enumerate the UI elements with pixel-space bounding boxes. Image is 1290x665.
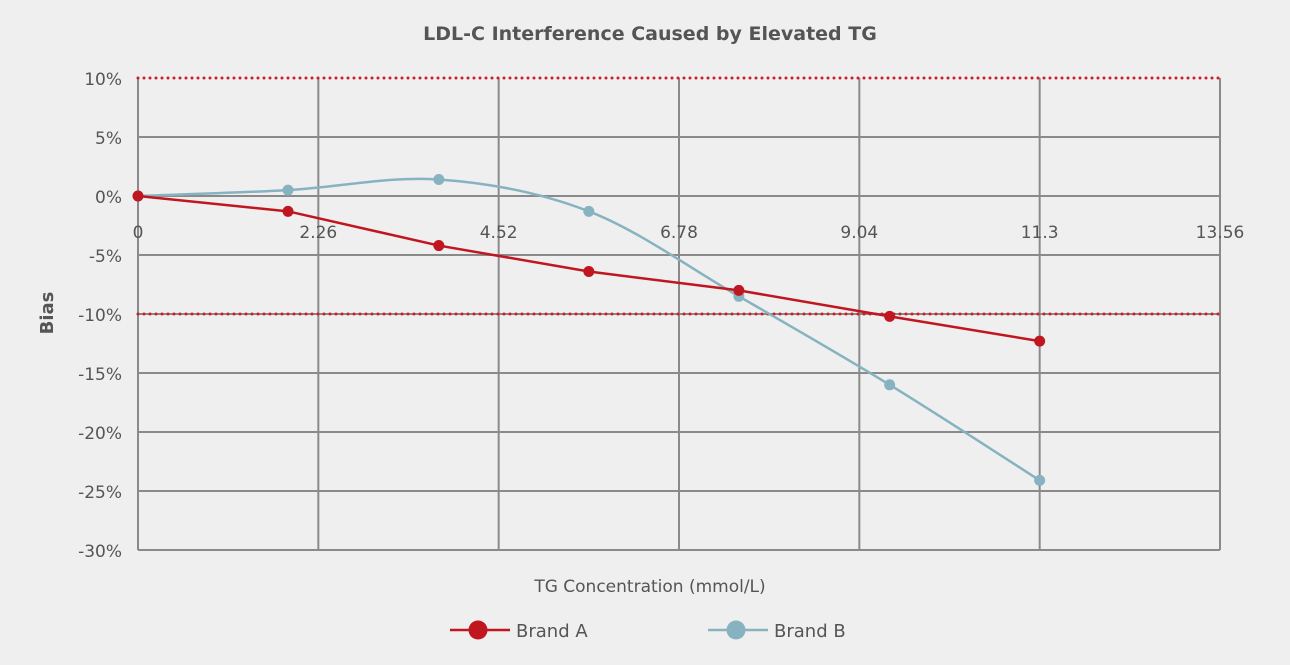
x-tick-label: 9.04 bbox=[840, 223, 878, 243]
x-tick-label: 11.3 bbox=[1021, 223, 1059, 243]
y-tick-label: -5% bbox=[89, 247, 122, 267]
legend-marker bbox=[726, 620, 746, 640]
x-axis: 0 2.26 4.52 6.78 9.04 11.3 13.56 bbox=[133, 223, 1245, 243]
x-tick-label: 2.26 bbox=[299, 223, 337, 243]
data-point bbox=[433, 240, 445, 252]
data-point bbox=[282, 205, 294, 217]
y-axis: 10% 5% 0% -5% -10% -15% -20% -25% -30% bbox=[78, 70, 122, 562]
legend: Brand A Brand B bbox=[450, 620, 846, 642]
series-line bbox=[137, 177, 1041, 482]
x-tick-label: 0 bbox=[133, 223, 144, 243]
data-point bbox=[132, 190, 144, 202]
x-tick-label: 4.52 bbox=[480, 223, 518, 243]
series-layer bbox=[132, 173, 1046, 486]
legend-marker bbox=[468, 620, 488, 640]
y-tick-label: -10% bbox=[78, 306, 122, 326]
data-point bbox=[1034, 335, 1046, 347]
data-point bbox=[1034, 474, 1046, 486]
data-point bbox=[433, 173, 445, 185]
x-axis-label: TG Concentration (mmol/L) bbox=[533, 577, 765, 597]
data-point bbox=[583, 266, 595, 278]
y-tick-label: 0% bbox=[95, 188, 122, 208]
data-point bbox=[282, 184, 294, 196]
x-tick-label: 13.56 bbox=[1196, 223, 1245, 243]
y-axis-label: Bias bbox=[37, 292, 58, 335]
legend-label: Brand A bbox=[516, 621, 588, 642]
reference-lines bbox=[136, 76, 1226, 316]
x-tick-label: 6.78 bbox=[660, 223, 698, 243]
legend-label: Brand B bbox=[774, 621, 846, 642]
y-tick-label: -25% bbox=[78, 483, 122, 503]
y-tick-label: 5% bbox=[95, 129, 122, 149]
y-tick-label: -30% bbox=[78, 542, 122, 562]
y-tick-label: 10% bbox=[84, 70, 122, 90]
data-point bbox=[583, 205, 595, 217]
data-point bbox=[884, 310, 896, 322]
data-point bbox=[884, 379, 896, 391]
y-tick-label: -15% bbox=[78, 365, 122, 385]
y-tick-label: -20% bbox=[78, 424, 122, 444]
chart-title: LDL-C Interference Caused by Elevated TG bbox=[423, 23, 877, 45]
data-point bbox=[733, 284, 745, 296]
